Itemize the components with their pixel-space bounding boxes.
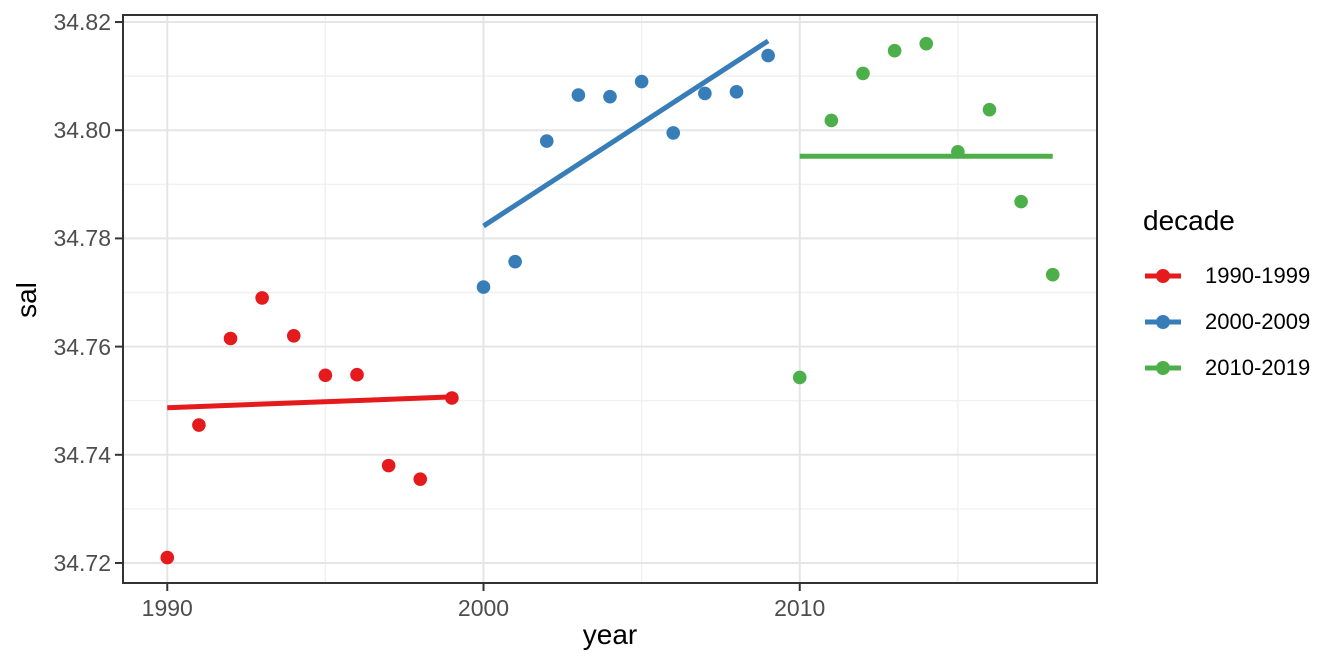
data-point-2000-2009 — [476, 280, 491, 294]
data-point-1990-1999 — [318, 368, 333, 383]
data-point-1990-1999 — [413, 472, 428, 486]
y-axis-tick-label: 34.78 — [53, 225, 111, 252]
data-point-2000-2009 — [508, 254, 522, 269]
data-point-1990-1999 — [350, 367, 364, 382]
y-axis-tick-label: 34.80 — [53, 117, 111, 144]
legend-key-icon — [1145, 269, 1181, 283]
legend: decade 1990-1999 2000-2009 2010-2019 — [1143, 206, 1310, 391]
data-point-1990-1999 — [223, 331, 238, 346]
legend-entry: 1990-1999 — [1143, 253, 1310, 299]
data-point-1990-1999 — [381, 458, 396, 473]
x-axis-tick-label: 2000 — [457, 595, 510, 621]
data-point-2010-2019 — [1045, 267, 1060, 282]
legend-entry: 2000-2009 — [1143, 299, 1310, 345]
y-axis-tick-label: 34.72 — [53, 549, 111, 576]
legend-label: 1990-1999 — [1205, 263, 1311, 288]
data-point-2000-2009 — [761, 48, 775, 63]
trend-line-1990-1999 — [167, 394, 452, 411]
legend-label: 2000-2009 — [1205, 309, 1311, 334]
data-point-2010-2019 — [887, 43, 902, 58]
data-point-2000-2009 — [666, 126, 681, 140]
data-point-2000-2009 — [729, 85, 744, 99]
data-point-1990-1999 — [445, 391, 459, 405]
data-point-1990-1999 — [255, 291, 269, 305]
data-point-2000-2009 — [539, 134, 554, 148]
legend-label: 2010-2019 — [1205, 355, 1311, 380]
data-point-2010-2019 — [824, 113, 839, 128]
legend-entries: 1990-1999 2000-2009 2010-2019 — [1143, 253, 1310, 391]
y-axis-tick-label: 34.76 — [53, 333, 111, 360]
data-point-2000-2009 — [634, 74, 649, 89]
data-point-2010-2019 — [792, 370, 807, 385]
y-axis-tick-label: 34.82 — [53, 9, 111, 36]
legend-entry: 2010-2019 — [1143, 345, 1310, 391]
panel-border — [122, 14, 1098, 584]
legend-key-icon — [1145, 315, 1181, 329]
data-point-2010-2019 — [919, 36, 934, 51]
data-point-1990-1999 — [286, 328, 301, 343]
data-point-2000-2009 — [698, 86, 712, 101]
trend-line-2000-2009 — [482, 38, 770, 229]
data-point-2010-2019 — [856, 66, 870, 81]
x-axis-title: year — [582, 619, 638, 650]
x-axis-tick-label: 1990 — [141, 595, 193, 621]
y-axis-tick-label: 34.74 — [53, 441, 111, 468]
data-point-2000-2009 — [571, 88, 586, 102]
data-point-2010-2019 — [982, 102, 997, 117]
data-point-2010-2019 — [1014, 194, 1028, 209]
data-point-2000-2009 — [603, 89, 617, 104]
x-axis-tick-label: 2010 — [774, 595, 826, 621]
legend-key-icon — [1145, 361, 1181, 375]
data-point-1990-1999 — [192, 418, 206, 432]
legend-title: decade — [1143, 205, 1235, 236]
data-point-2010-2019 — [951, 145, 965, 159]
data-point-1990-1999 — [160, 550, 175, 565]
